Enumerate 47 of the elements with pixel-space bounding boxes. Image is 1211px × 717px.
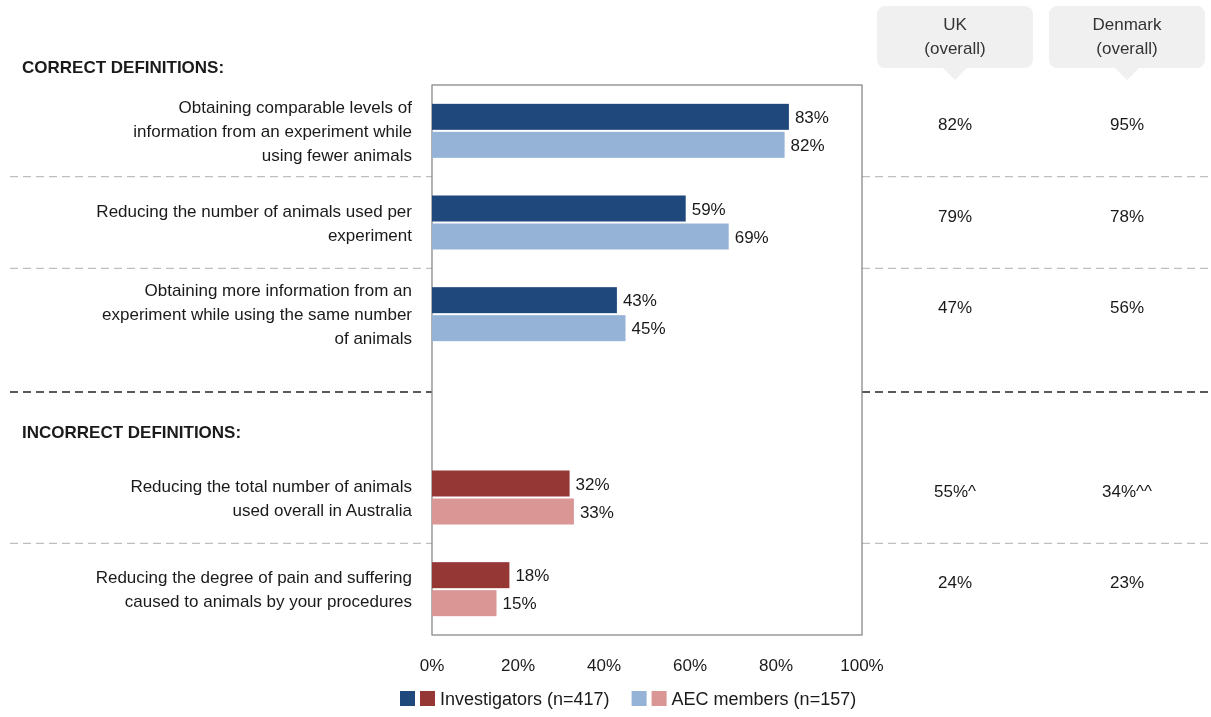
legend-label: AEC members (n=157) — [671, 689, 857, 709]
bar — [432, 498, 574, 525]
legend-label: Investigators (n=417) — [440, 689, 610, 709]
text: 79% — [937, 206, 973, 226]
data-label: 69% — [734, 227, 769, 247]
text: 24% — [937, 573, 973, 593]
text: 34%^^ — [1102, 481, 1153, 501]
text: 47% — [937, 298, 973, 318]
bar — [432, 131, 785, 158]
bar — [432, 287, 617, 314]
text: 55%^ — [933, 481, 977, 501]
x-tick-label: 0% — [419, 656, 445, 675]
bar — [432, 223, 729, 250]
y-tick-label: Reducing the degree of pain and suffering caused to animals by your procedures — [95, 568, 412, 612]
text: 56% — [1109, 298, 1145, 318]
data-label: 43% — [622, 291, 657, 311]
text: 95% — [1109, 114, 1145, 134]
y-tick-label: Reducing the total number of animals used overall in Australia — [130, 476, 413, 520]
y-tick-label: Reducing the number of animals used per experiment — [96, 201, 413, 245]
text: 78% — [1109, 206, 1145, 226]
bar — [432, 103, 789, 130]
bar — [432, 315, 626, 342]
text: 82% — [937, 114, 973, 134]
data-label: 18% — [515, 566, 550, 586]
bar — [432, 590, 497, 617]
x-tick-label: 80% — [758, 656, 794, 675]
data-label: 33% — [579, 502, 614, 522]
data-label: 15% — [502, 594, 537, 614]
text: 23% — [1109, 573, 1145, 593]
y-tick-label: Obtaining more information from an experiment while using the same number of animals — [102, 281, 413, 349]
x-tick-label: 20% — [500, 656, 536, 675]
category-label: Denmark (overall) — [1092, 15, 1162, 58]
x-tick-label: 60% — [672, 656, 708, 675]
data-label: 32% — [575, 474, 610, 494]
data-label: 59% — [691, 199, 726, 219]
x-tick-label: 100% — [840, 656, 884, 675]
text: INCORRECT DEFINITIONS: — [22, 422, 242, 442]
bar — [432, 562, 510, 589]
y-tick-label: Obtaining comparable levels of information from an experiment while using fewer animals — [133, 97, 413, 165]
x-tick-label: 40% — [586, 656, 622, 675]
data-label: 83% — [794, 107, 829, 127]
data-label: 45% — [631, 319, 666, 339]
category-label: UK (overall) — [924, 15, 986, 58]
bar — [432, 470, 570, 497]
data-label: 82% — [790, 135, 825, 155]
text: CORRECT DEFINITIONS: — [22, 58, 225, 77]
bar — [432, 195, 686, 222]
